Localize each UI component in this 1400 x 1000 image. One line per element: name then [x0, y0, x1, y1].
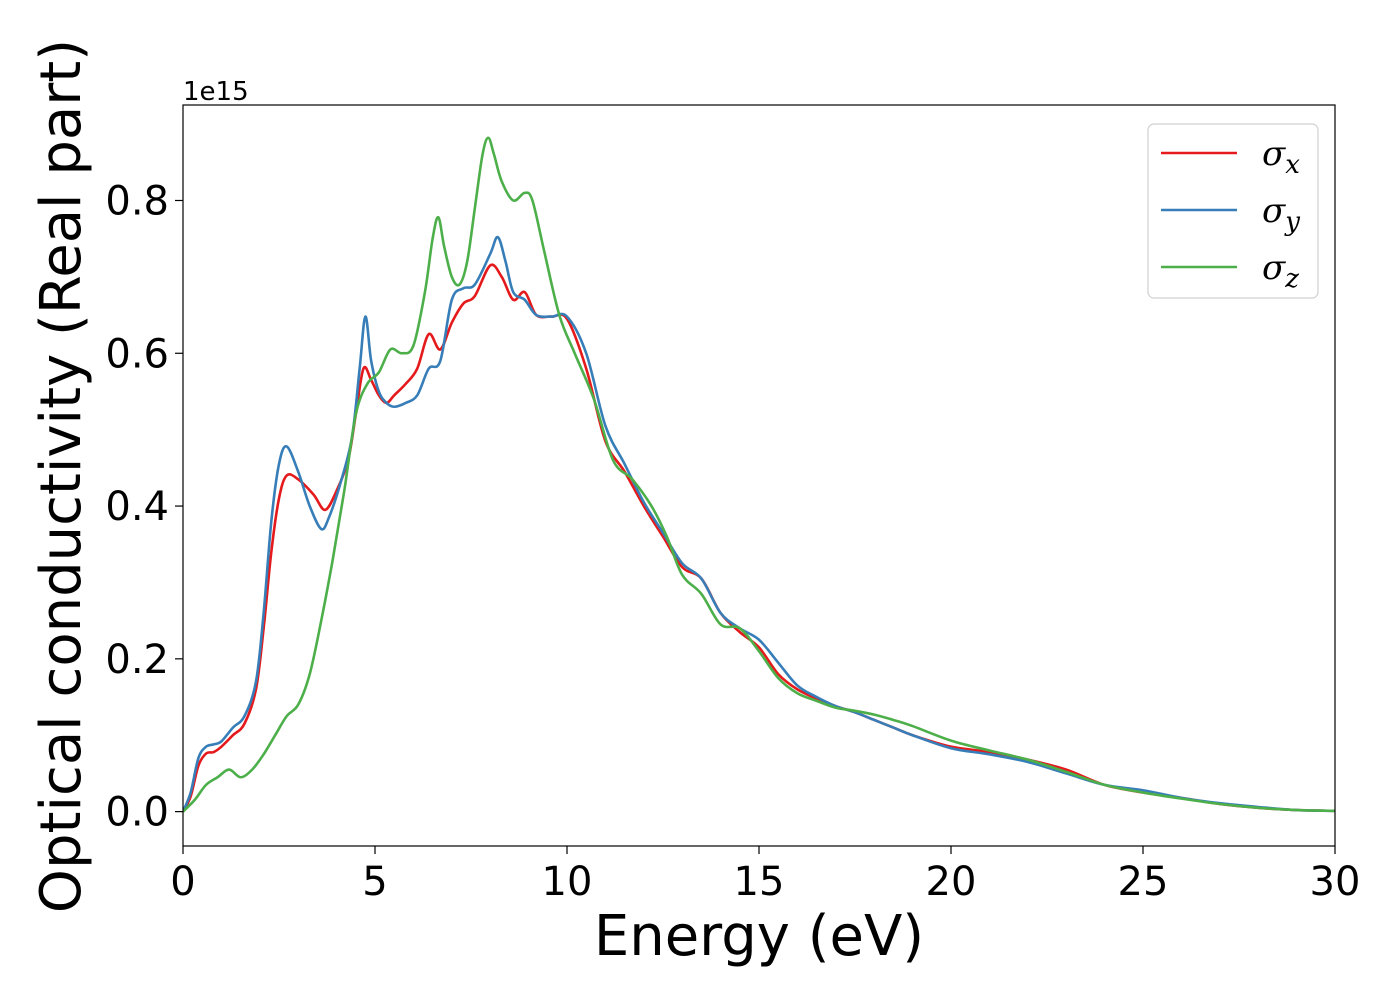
- x-tick-label: 30: [1310, 859, 1361, 905]
- x-axis-label: Energy (eV): [594, 904, 924, 969]
- y-axis-offset-label: 1e15: [183, 77, 249, 107]
- y-tick-label: 0.6: [105, 331, 169, 377]
- y-tick-label: 0.4: [105, 484, 169, 530]
- series-line-sigma-y: [183, 235, 1335, 813]
- x-tick-label: 5: [362, 859, 387, 905]
- legend-label-sigma-y: σy: [1262, 191, 1300, 237]
- y-axis-ticks: 0.0 0.2 0.4 0.6 0.8: [105, 178, 183, 836]
- legend-label-sigma-x: σx: [1262, 134, 1300, 180]
- series-line-sigma-x: [183, 263, 1335, 813]
- x-axis-ticks: 0 5 10 15 20 25 30: [170, 846, 1360, 905]
- legend: σx σy σz: [1147, 123, 1319, 299]
- x-tick-label: 15: [734, 859, 785, 905]
- y-tick-label: 0.2: [105, 637, 169, 683]
- x-tick-label: 20: [926, 859, 977, 905]
- x-tick-label: 25: [1118, 859, 1169, 905]
- y-tick-label: 0.8: [105, 178, 169, 224]
- series-layer: [183, 136, 1335, 813]
- series-line-sigma-z: [183, 136, 1335, 813]
- x-tick-label: 10: [542, 859, 593, 905]
- x-tick-label: 0: [170, 859, 195, 905]
- legend-label-sigma-z: σz: [1262, 248, 1299, 294]
- y-tick-label: 0.0: [105, 790, 169, 836]
- y-axis-label: Optical conductivity (Real part): [29, 39, 94, 913]
